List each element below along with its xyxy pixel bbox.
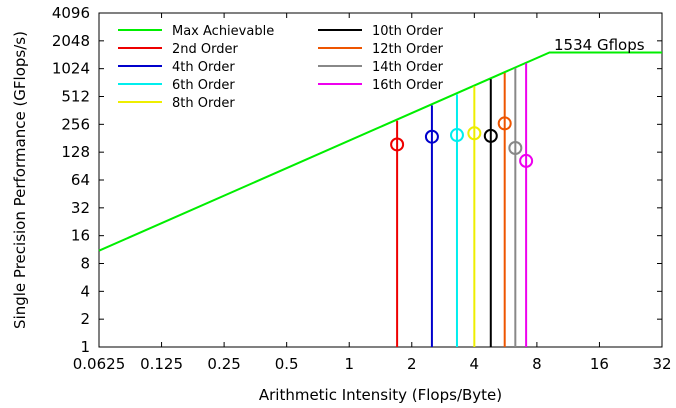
legend-label: 8th Order [172, 96, 235, 111]
legend-label: Max Achievable [172, 24, 274, 39]
x-tick-label: 0.125 [140, 355, 183, 373]
series-point [449, 128, 464, 143]
series-point [508, 140, 523, 155]
x-tick-label: 2 [407, 355, 417, 373]
y-tick-label: 256 [61, 115, 90, 133]
series-point [424, 129, 439, 144]
legend: Max Achievable 2nd Order 4th Order 6th Orde… [118, 24, 444, 111]
x-tick-label: 16 [590, 355, 609, 373]
plot-area [98, 12, 663, 348]
series-point [497, 116, 512, 131]
legend-label: 10th Order [372, 24, 444, 39]
legend-label: 14th Order [372, 60, 444, 75]
series-point [390, 137, 405, 152]
x-tick-label: 4 [470, 355, 480, 373]
roofline-line [98, 51, 662, 252]
x-axis-label: Arithmetic Intensity (Flops/Byte) [259, 386, 502, 404]
legend-label: 4th Order [172, 60, 235, 75]
x-axis-ticks: 0.0625 0.125 0.25 0.5 1 2 4 8 16 32 [73, 13, 672, 373]
x-tick-label: 0.5 [275, 355, 299, 373]
x-tick-label: 0.25 [207, 355, 240, 373]
x-tick-label: 32 [652, 355, 671, 373]
y-tick-label: 64 [71, 171, 90, 189]
y-tick-label: 1024 [52, 60, 90, 78]
y-tick-label: 32 [71, 199, 90, 217]
y-axis-label: Single Precision Performance (GFlops/s) [11, 31, 29, 329]
y-tick-label: 16 [71, 227, 90, 245]
y-tick-label: 8 [80, 255, 90, 273]
x-tick-label: 8 [532, 355, 542, 373]
x-tick-label: 0.0625 [73, 355, 126, 373]
legend-label: 6th Order [172, 78, 235, 93]
y-tick-label: 2 [80, 310, 90, 328]
series-point [519, 153, 534, 168]
series-point [483, 128, 498, 143]
y-axis-ticks: 1 2 4 8 16 32 64 128 256 512 1024 2048 4096 [52, 4, 662, 356]
y-tick-label: 1 [80, 338, 90, 356]
y-tick-label: 128 [61, 143, 90, 161]
legend-label: 16th Order [372, 78, 444, 93]
chart-marks [98, 51, 662, 347]
y-tick-label: 2048 [52, 32, 90, 50]
y-tick-label: 512 [61, 88, 90, 106]
x-tick-label: 1 [344, 355, 354, 373]
legend-label: 2nd Order [172, 42, 238, 57]
series-point [467, 126, 482, 141]
roofline-annotation: 1534 Gflops [554, 36, 645, 54]
legend-label: 12th Order [372, 42, 444, 57]
y-tick-label: 4 [80, 282, 90, 300]
y-tick-label: 4096 [52, 4, 90, 22]
